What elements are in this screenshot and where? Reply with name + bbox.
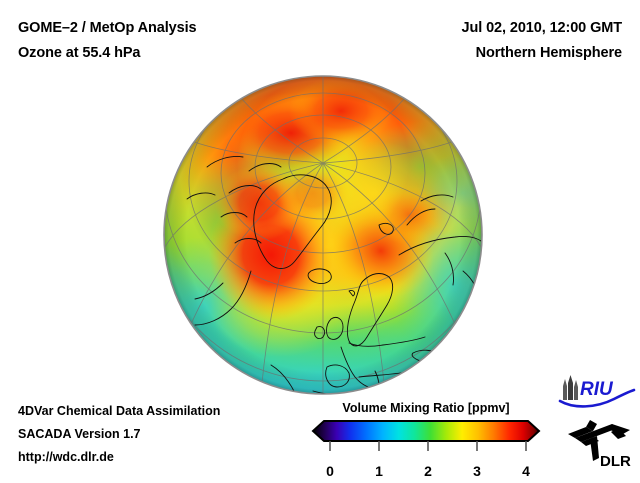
colorbar-scale: 0 1 2 3 4 (306, 419, 546, 483)
colorbar-tick-2: 2 (424, 463, 432, 479)
globe-map (163, 75, 483, 395)
colorbar-tick-3: 3 (473, 463, 481, 479)
timestamp-label: Jul 02, 2010, 12:00 GMT (461, 20, 622, 36)
colorbar-tick-4: 4 (522, 463, 530, 479)
dlr-logo-text: DLR (600, 453, 631, 470)
header-left: GOME–2 / MetOp Analysis Ozone at 55.4 hP… (18, 16, 197, 66)
colorbar-tick-0: 0 (326, 463, 334, 479)
colorbar-ticks (329, 441, 527, 451)
colorbar-block: Volume Mixing Ratio [ppmv] (306, 401, 546, 483)
orthographic-globe-svg (163, 75, 483, 395)
riu-logo: RIU (556, 374, 636, 410)
dlr-logo: DLR (566, 414, 636, 472)
page-subtitle: Ozone at 55.4 hPa (18, 45, 141, 61)
hemisphere-label: Northern Hemisphere (475, 45, 622, 61)
riu-tower-icon (563, 375, 578, 400)
credit-url: http://wdc.dlr.de (18, 450, 114, 464)
riu-logo-text: RIU (580, 379, 614, 400)
colorbar-svg (311, 420, 541, 451)
credits-block: 4DVar Chemical Data Assimilation SACADA … (18, 400, 220, 469)
colorbar-tick-1: 1 (375, 463, 383, 479)
dlr-mark-icon (568, 420, 630, 461)
globe-limb (163, 75, 483, 395)
colorbar-title: Volume Mixing Ratio [ppmv] (342, 401, 510, 415)
ozone-field (164, 76, 482, 394)
colorbar-tick-labels: 0 1 2 3 4 (306, 463, 546, 483)
credit-method: 4DVar Chemical Data Assimilation (18, 404, 221, 418)
credit-version: SACADA Version 1.7 (18, 427, 141, 441)
riu-swoosh-icon (558, 388, 636, 408)
page-title: GOME–2 / MetOp Analysis (18, 20, 197, 36)
colorbar-gradient (311, 420, 541, 442)
header-right: Jul 02, 2010, 12:00 GMT Northern Hemisph… (461, 16, 622, 66)
riu-logo-svg: RIU (558, 375, 636, 408)
dlr-logo-svg: DLR (568, 420, 631, 470)
